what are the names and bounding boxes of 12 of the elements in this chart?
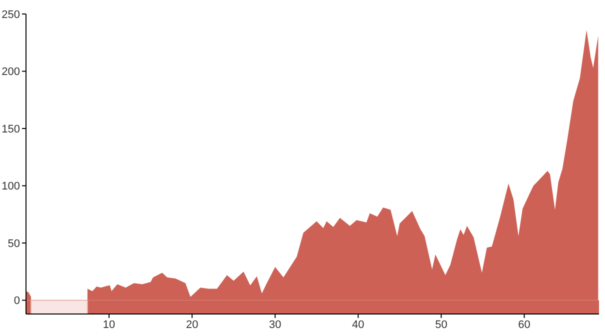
x-tick-label: 50 xyxy=(435,318,448,331)
y-tick-label: 200 xyxy=(2,66,20,78)
x-tick-label: 60 xyxy=(518,318,530,331)
y-tick-label: 150 xyxy=(2,123,20,136)
x-tick-label: 40 xyxy=(352,318,364,331)
x-tick-label: 20 xyxy=(186,318,198,331)
y-tick-label: 100 xyxy=(2,180,20,193)
y-tick-label: 250 xyxy=(2,8,20,21)
y-tick-label: 50 xyxy=(8,238,20,250)
x-tick-label: 30 xyxy=(269,318,282,331)
y-tick-label: 0 xyxy=(14,295,20,308)
x-tick-label: 10 xyxy=(102,318,116,331)
